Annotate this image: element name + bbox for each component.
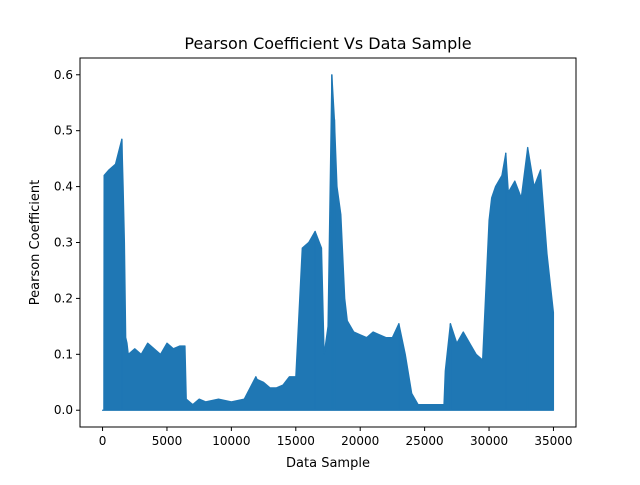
y-tick-label: 0.6 xyxy=(54,68,73,82)
y-tick-label: 0.1 xyxy=(54,347,73,361)
x-tick-label: 0 xyxy=(99,434,107,448)
x-axis-ticks: 0 5000 10000 15000 20000 25000 30000 35000 xyxy=(99,427,573,448)
y-tick-label: 0.3 xyxy=(54,236,73,250)
y-axis-ticks: 0.0 0.1 0.2 0.3 0.4 0.5 0.6 xyxy=(54,68,80,417)
x-tick-label: 30000 xyxy=(470,434,508,448)
x-axis-label: Data Sample xyxy=(286,456,370,471)
y-tick-label: 0.4 xyxy=(54,180,73,194)
x-tick-label: 25000 xyxy=(406,434,444,448)
x-tick-label: 15000 xyxy=(277,434,315,448)
y-tick-label: 0.0 xyxy=(54,403,73,417)
chart-title: Pearson Coefficient Vs Data Sample xyxy=(184,34,471,53)
x-tick-label: 10000 xyxy=(212,434,250,448)
plot-layer xyxy=(101,74,555,411)
y-axis-label: Pearson Coefficient xyxy=(28,180,43,305)
x-tick-label: 5000 xyxy=(152,434,183,448)
x-tick-label: 20000 xyxy=(341,434,379,448)
y-tick-label: 0.5 xyxy=(54,124,73,138)
x-tick-label: 35000 xyxy=(534,434,572,448)
y-tick-label: 0.2 xyxy=(54,291,73,305)
series-envelope-0 xyxy=(101,74,555,411)
